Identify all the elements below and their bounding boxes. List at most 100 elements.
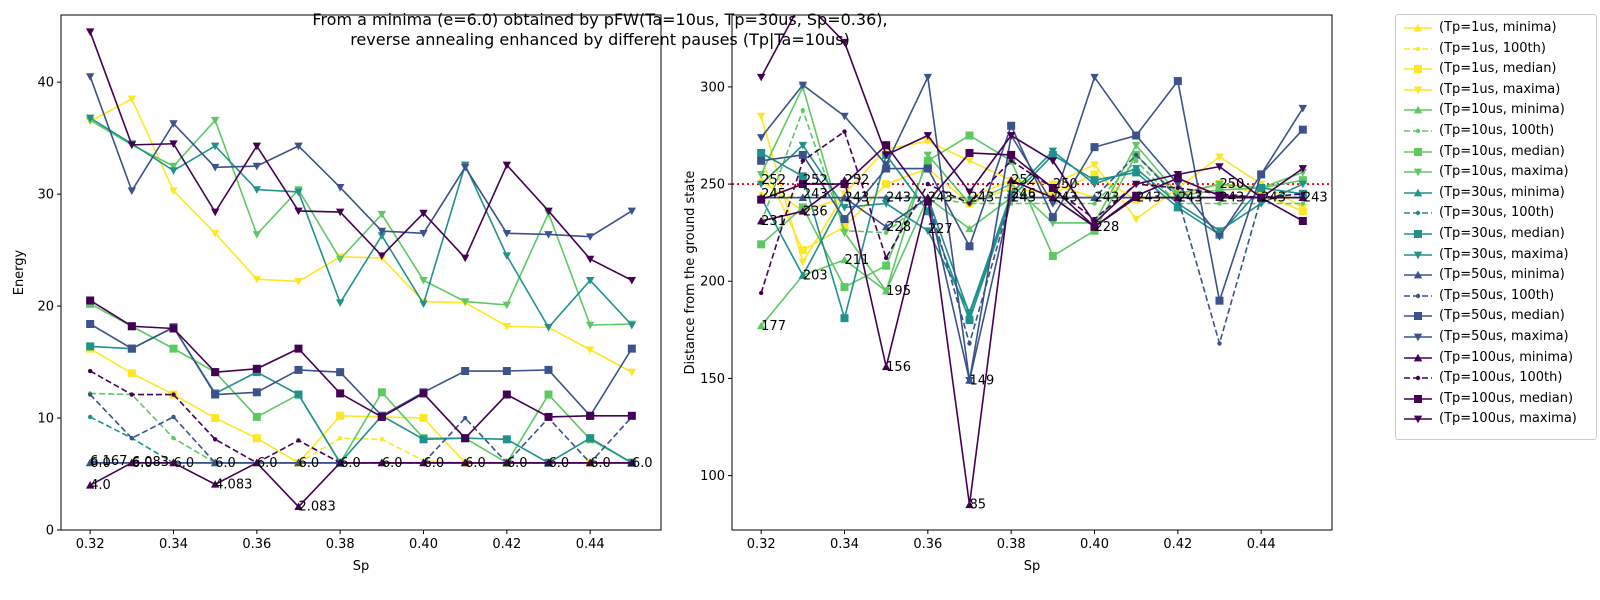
data-label: 236 [803, 204, 828, 219]
data-point [211, 390, 220, 399]
data-point [85, 458, 95, 467]
data-point [842, 195, 847, 200]
data-point [756, 321, 766, 330]
data-point [127, 95, 137, 104]
data-point [169, 324, 178, 333]
data-point [502, 435, 511, 444]
data-point [294, 188, 303, 197]
legend-entry: (Tp=30us, median) [1396, 224, 1596, 245]
data-point [127, 344, 136, 353]
data-point [210, 229, 220, 238]
data-point [252, 434, 261, 443]
data-point [377, 412, 386, 421]
data-point [171, 414, 176, 420]
legend-swatch-marker [1413, 353, 1423, 361]
data-point [1300, 191, 1306, 196]
data-point [840, 180, 849, 189]
data-point [925, 181, 931, 187]
legend-label: (Tp=100us, 100th) [1439, 370, 1563, 386]
data-point [252, 412, 261, 421]
data-point [1007, 150, 1016, 159]
data-point [923, 137, 933, 146]
data-point [923, 151, 933, 160]
data-point [294, 390, 303, 399]
legend-swatch-marker [1415, 128, 1421, 134]
data-point [881, 287, 891, 296]
legend-swatch [1404, 394, 1432, 403]
data-point [127, 187, 137, 195]
y-axis-label: Distance from the ground state [683, 171, 698, 375]
data-point [1173, 180, 1183, 189]
data-point [419, 389, 428, 398]
data-point [757, 156, 766, 165]
data-point [627, 411, 636, 420]
data-label: 231 [761, 214, 786, 229]
data-label: 6.0 [215, 456, 236, 471]
legend-label: (Tp=100us, median) [1439, 390, 1574, 406]
data-point [587, 460, 593, 466]
data-point [1131, 180, 1141, 189]
legend-swatch-marker [1414, 147, 1422, 156]
series-line [89, 97, 633, 373]
legend-label: (Tp=30us, 100th) [1439, 205, 1555, 221]
x-tick-label: 0.34 [830, 537, 859, 552]
data-label: 6.0 [424, 456, 445, 471]
legend-swatch-marker [1415, 375, 1421, 381]
data-label: 6.0 [465, 456, 486, 471]
legend-swatch-marker [1414, 312, 1422, 321]
series-15 [85, 73, 637, 241]
data-point [756, 170, 766, 179]
data-point [419, 435, 428, 444]
data-point [377, 210, 387, 219]
data-point [1175, 185, 1181, 191]
data-point [502, 322, 512, 331]
legend-label: (Tp=1us, minima) [1439, 20, 1557, 35]
legend-label: (Tp=50us, 100th) [1439, 287, 1555, 303]
data-point [171, 392, 176, 397]
data-point [1217, 341, 1222, 346]
axes-frame [731, 14, 1333, 531]
data-point [1006, 132, 1016, 140]
legend-swatch-marker [1413, 416, 1423, 424]
data-point [923, 156, 932, 165]
data-point [756, 73, 766, 82]
data-point [1215, 227, 1224, 235]
y-axis-label: Energy [12, 249, 27, 295]
data-point [1215, 185, 1224, 194]
data-point [967, 195, 972, 200]
data-point [212, 437, 218, 442]
data-label: 243 [1178, 191, 1203, 206]
legend-swatch-marker [1414, 65, 1422, 74]
legend-label: (Tp=100us, minima) [1439, 349, 1574, 365]
data-point [252, 364, 261, 373]
series-17 [87, 368, 635, 466]
data-point [842, 129, 847, 134]
data-point [840, 222, 849, 231]
y-tick-label: 10 [37, 412, 54, 427]
legend-label: (Tp=1us, 100th) [1439, 40, 1546, 56]
plot-area: 2522452311772522432362032522432112432281… [732, 15, 1332, 513]
data-point [1131, 165, 1141, 173]
data-point [586, 434, 595, 443]
data-label: 6.0 [299, 456, 320, 471]
data-point [798, 258, 808, 267]
legend-swatch [1404, 65, 1432, 74]
series-line [89, 393, 633, 465]
data-point [883, 195, 889, 200]
data-point [1090, 161, 1099, 169]
data-point [883, 255, 889, 261]
legend-entry: (Tp=100us, maxima) [1396, 409, 1596, 430]
data-point [965, 131, 974, 140]
data-point [1257, 183, 1266, 192]
data-label: 250 [1220, 177, 1245, 192]
legend-entry: (Tp=50us, 100th) [1396, 286, 1596, 307]
x-tick-label: 0.36 [242, 537, 271, 552]
suptitle-line-2: reverse annealing enhanced by different … [350, 30, 850, 49]
data-point [210, 142, 220, 151]
data-label: 211 [845, 253, 870, 268]
series-line [89, 117, 633, 329]
data-point [127, 369, 136, 378]
series-line [760, 134, 1303, 289]
data-point [1298, 165, 1308, 173]
